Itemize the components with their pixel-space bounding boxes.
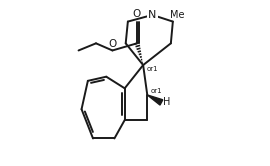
Text: or1: or1 — [147, 66, 158, 72]
Text: or1: or1 — [151, 88, 163, 94]
Text: O: O — [108, 39, 117, 49]
Text: N: N — [148, 10, 157, 20]
Polygon shape — [147, 95, 163, 105]
Text: Me: Me — [170, 10, 184, 20]
Text: O: O — [133, 9, 141, 19]
Text: H: H — [163, 97, 170, 107]
